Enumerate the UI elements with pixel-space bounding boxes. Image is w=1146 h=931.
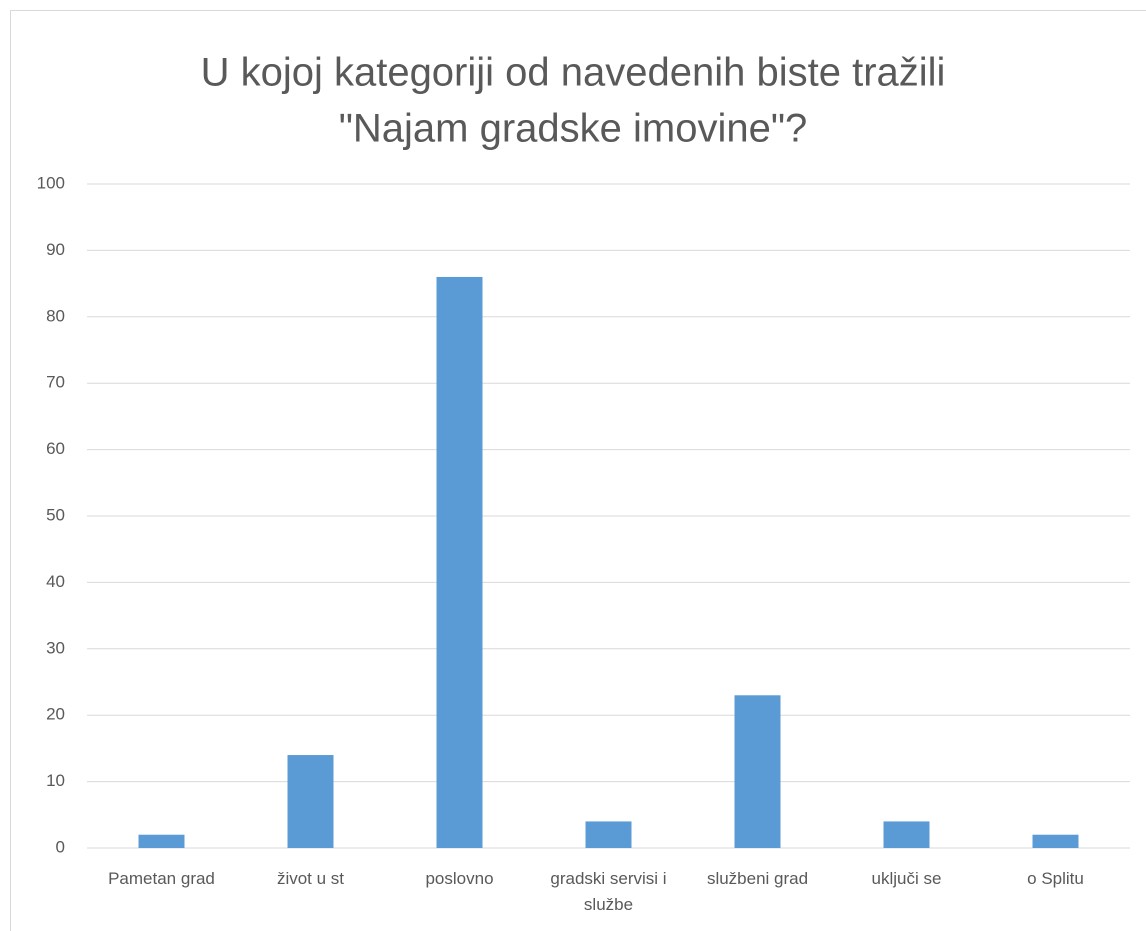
bar [436,276,483,849]
chart-title: U kojoj kategoriji od navedenih biste tr… [201,51,946,95]
y-tick-label: 40 [46,572,65,591]
y-tick-label: 20 [46,705,65,724]
x-tick-label: gradski servisi i službe [550,869,667,914]
y-tick-label: 10 [46,771,65,790]
y-tick-label: 70 [46,373,65,392]
y-tick-label: 90 [46,240,65,259]
bar [287,755,334,848]
x-tick-label: Pametan grad [108,869,215,888]
chart-title: "Najam gradske imovine"? [339,107,808,151]
bar [1032,834,1079,848]
y-tick-label: 80 [46,306,65,325]
x-tick-label: službeni grad [706,869,809,888]
x-tick-label: poslovno [425,869,494,888]
bar [585,821,632,848]
x-tick-label: o Splitu [1027,869,1084,888]
x-tick-label: uključi se [871,869,942,888]
y-tick-label: 50 [46,505,65,524]
bar [138,834,185,848]
chart-border [10,10,1146,931]
x-tick-label: život u st [276,869,345,888]
bar [734,695,781,848]
y-tick-label: 60 [46,439,65,458]
y-tick-label: 30 [46,638,65,657]
bar [883,821,930,848]
y-tick-label: 100 [37,173,65,192]
y-tick-label: 0 [56,837,65,856]
